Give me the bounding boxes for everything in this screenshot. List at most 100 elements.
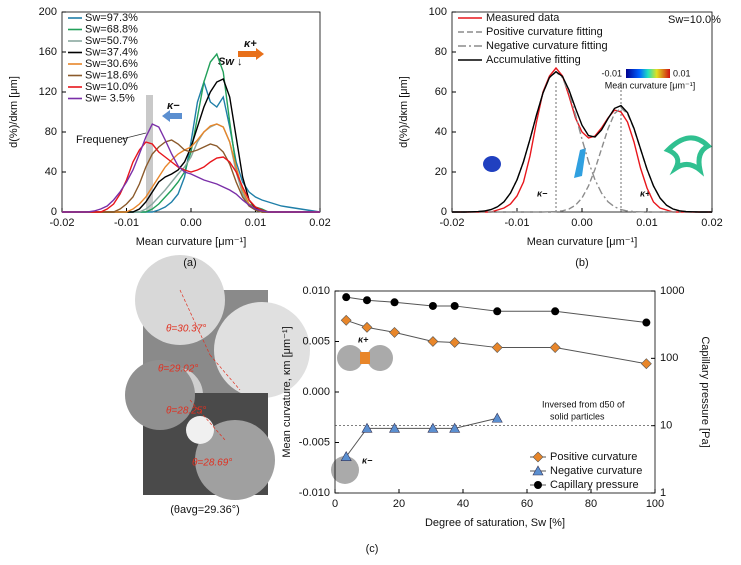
x-tick-label: -0.02 <box>439 217 464 229</box>
marker <box>450 301 459 310</box>
y2-axis-label: Capillary pressure [Pa] <box>699 336 711 447</box>
marker <box>390 298 399 307</box>
y-tick-label: 100 <box>429 6 447 18</box>
y2-tick-label: 1 <box>660 487 666 499</box>
marker <box>449 422 461 433</box>
y-tick-label: 120 <box>39 86 57 98</box>
x-tick-label: 0 <box>332 498 338 510</box>
y-tick-label: 20 <box>435 166 447 178</box>
y-tick-label: 200 <box>39 6 57 18</box>
marker <box>491 342 503 353</box>
x-tick-label: 0.01 <box>245 217 266 229</box>
legend-label: Sw=37.4% <box>85 46 138 58</box>
x-tick-label: 100 <box>646 498 664 510</box>
blob <box>663 135 713 177</box>
legend-marker <box>532 465 544 476</box>
marker <box>363 296 371 305</box>
x-tick-label: 0.02 <box>701 217 722 229</box>
marker <box>427 422 439 433</box>
marker <box>340 451 352 461</box>
legend-label: Negative curvature <box>550 465 642 477</box>
x-axis-label: Mean curvature [μm⁻¹] <box>136 236 247 248</box>
legend-label: Measured data <box>486 12 560 24</box>
x-tick-label: -0.02 <box>49 217 74 229</box>
annotation: κ+ <box>640 188 651 198</box>
x-tick-label: 80 <box>585 498 597 510</box>
y-tick-label: 80 <box>45 126 57 138</box>
micrograph-caption: (θavg=29.36°) <box>170 504 240 516</box>
marker <box>551 307 560 316</box>
annotation: κ+ <box>358 334 369 344</box>
y-tick-label: 0 <box>51 206 57 218</box>
angle-line <box>209 354 241 391</box>
marker <box>428 301 437 310</box>
y-tick-label: 0.010 <box>302 285 330 297</box>
marker <box>389 326 400 338</box>
annotation: κ− <box>537 188 548 198</box>
pointer <box>117 132 147 141</box>
annotation: Sw=10.0% <box>668 14 721 26</box>
panel-caption: (a) <box>183 257 196 269</box>
x-tick-label: 0.01 <box>636 217 657 229</box>
y-tick-label: 160 <box>39 46 57 58</box>
annotation: Sw ↓ <box>218 56 242 68</box>
marker <box>549 342 561 353</box>
x-tick-label: -0.01 <box>114 217 139 229</box>
y-axis-label: Mean curvature, κm [μm⁻¹] <box>281 326 293 457</box>
series-line <box>346 296 647 324</box>
series-line <box>62 123 320 213</box>
marker <box>493 307 502 316</box>
particle <box>367 345 393 371</box>
arrow <box>238 48 264 60</box>
legend-label: Accumulative fitting <box>486 54 581 66</box>
annotation: κ+ <box>244 38 257 50</box>
legend-label: Sw=30.6% <box>85 58 138 70</box>
marker <box>491 412 503 423</box>
marker <box>427 336 439 347</box>
x-tick-label: 0.00 <box>180 217 201 229</box>
y-tick-label: 0.005 <box>302 335 330 347</box>
legend-label: Sw=18.6% <box>85 69 138 81</box>
series-line <box>345 417 498 457</box>
bridge <box>360 352 370 364</box>
particle <box>135 255 225 345</box>
x-tick-label: 0.00 <box>571 217 592 229</box>
annotation: Frequency <box>76 134 128 146</box>
marker <box>361 321 373 333</box>
y-axis-label: d(%)/dκm [μm] <box>8 76 20 148</box>
legend-marker <box>534 481 542 489</box>
particle <box>214 302 310 398</box>
y-tick-label: 0 <box>441 206 447 218</box>
legend-label: Positive curvature fitting <box>486 26 603 38</box>
particle <box>337 345 363 371</box>
y2-tick-label: 1000 <box>660 285 684 297</box>
angle-line <box>189 399 226 441</box>
x-tick-label: 60 <box>521 498 533 510</box>
y2-tick-label: 10 <box>660 420 672 432</box>
y-tick-label: -0.010 <box>299 487 330 499</box>
panel-caption: (c) <box>366 543 379 555</box>
series-line <box>452 71 712 213</box>
x-axis-label: Degree of saturation, Sw [%] <box>425 517 565 529</box>
series-line <box>346 319 647 365</box>
y-tick-label: 80 <box>435 46 447 58</box>
y-tick-label: 40 <box>45 166 57 178</box>
y-tick-label: 60 <box>435 86 447 98</box>
y2-tick-label: 100 <box>660 352 678 364</box>
y-tick-label: 0.000 <box>302 386 330 398</box>
particle <box>125 360 195 430</box>
colorbar <box>626 69 670 78</box>
annotation: κ− <box>362 455 373 465</box>
marker <box>449 337 461 348</box>
legend-label: Sw=68.8% <box>85 23 138 35</box>
series-line <box>452 70 712 213</box>
marker <box>640 358 652 370</box>
blob <box>574 148 586 178</box>
angle-label: θ=29.02° <box>158 364 198 375</box>
colorbar-title: Mean curvature [μm⁻¹] <box>605 80 695 90</box>
annotation: Inversed from d50 of <box>542 399 625 409</box>
particle <box>331 456 359 484</box>
colorbar-label: -0.01 <box>601 68 622 78</box>
legend-label: Positive curvature <box>550 451 637 463</box>
legend-label: Sw=10.0% <box>85 81 138 93</box>
